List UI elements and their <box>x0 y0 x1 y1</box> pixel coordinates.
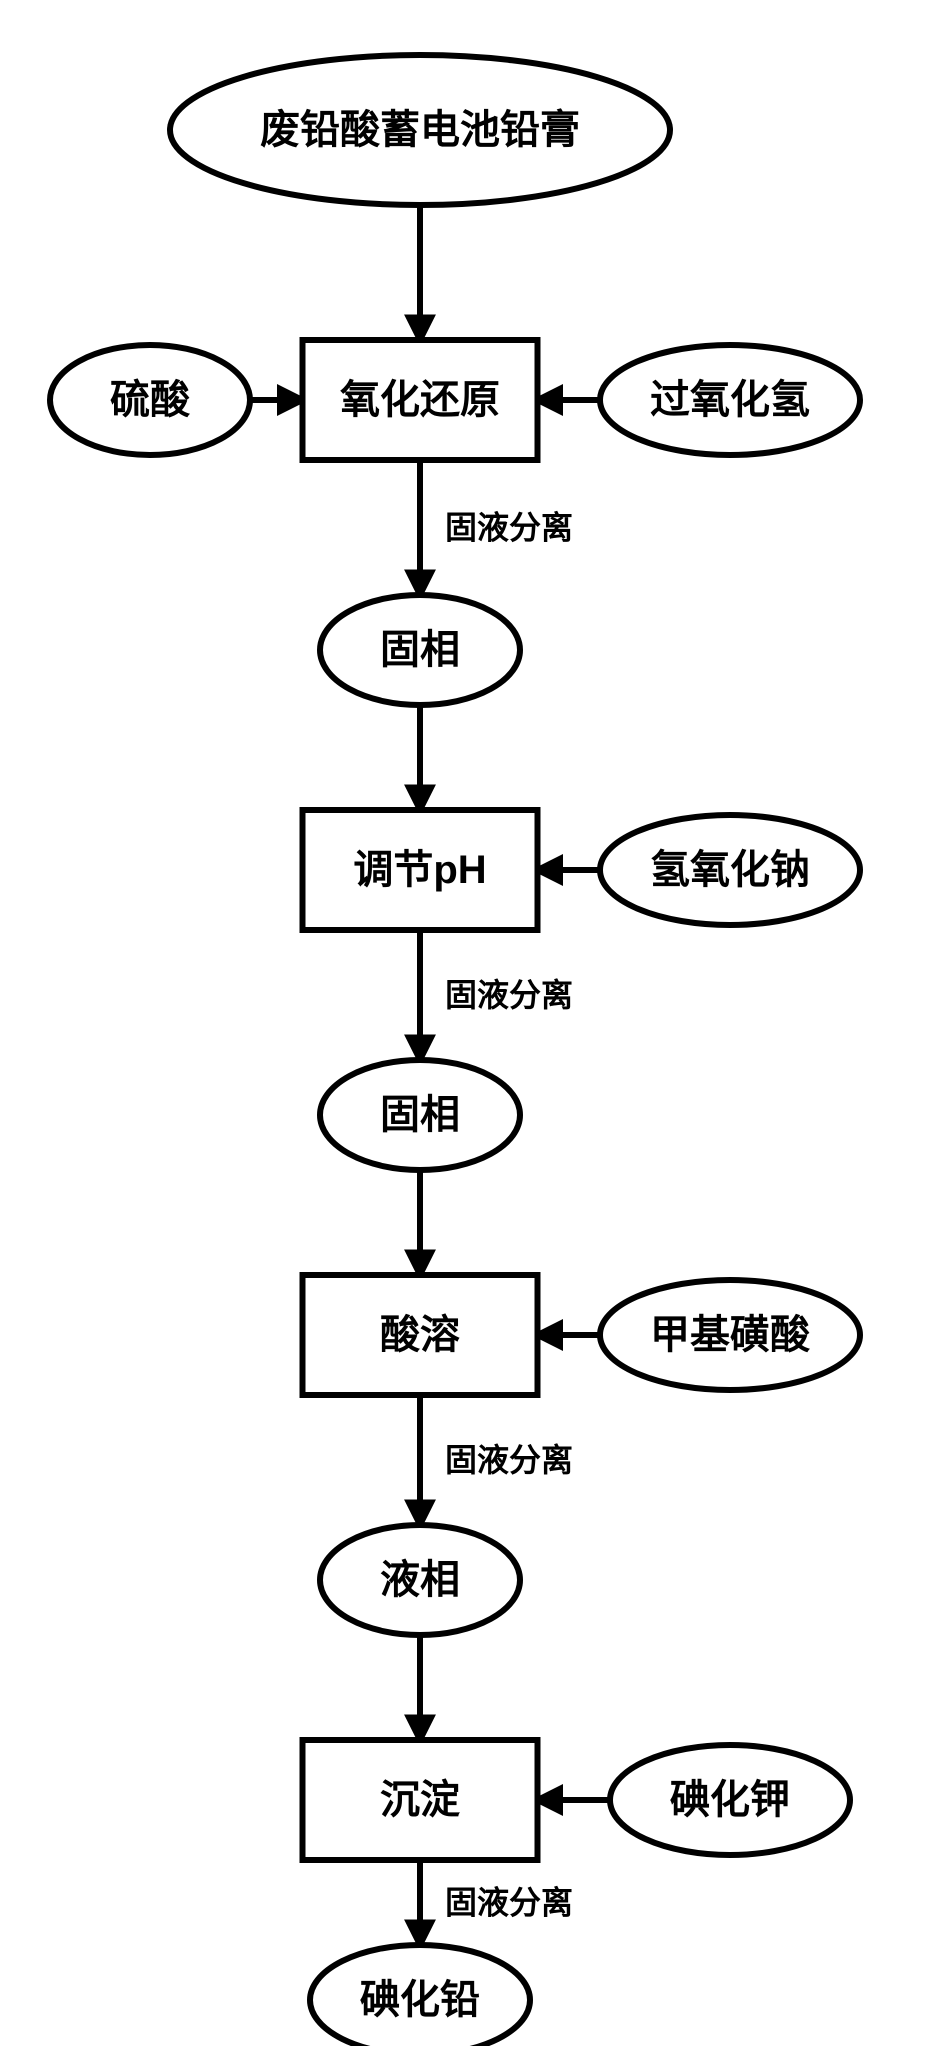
edge-label: 固液分离 <box>445 1442 573 1478</box>
node-label: 硫酸 <box>110 378 191 422</box>
node-label: 氧化还原 <box>340 378 500 422</box>
flowchart: 固液分离固液分离固液分离固液分离废铅酸蓄电池铅膏硫酸氧化还原过氧化氢固相调节pH… <box>0 0 947 2046</box>
node-label: 固相 <box>380 1093 460 1137</box>
edge-label: 固液分离 <box>445 977 573 1013</box>
material-node: 固相 <box>320 595 520 705</box>
material-node: 碘化铅 <box>310 1945 530 2046</box>
edge-label: 固液分离 <box>445 1885 573 1921</box>
node-label: 沉淀 <box>380 1778 460 1822</box>
process-node: 氧化还原 <box>303 340 538 460</box>
process-node: 沉淀 <box>303 1740 538 1860</box>
process-node: 调节pH <box>303 810 538 930</box>
process-node: 酸溶 <box>303 1275 538 1395</box>
material-node: 硫酸 <box>50 345 250 455</box>
material-node: 固相 <box>320 1060 520 1170</box>
nodes-layer: 废铅酸蓄电池铅膏硫酸氧化还原过氧化氢固相调节pH氢氧化钠固相酸溶甲基磺酸液相沉淀… <box>50 55 860 2046</box>
node-label: 甲基磺酸 <box>650 1313 811 1357</box>
node-label: 固相 <box>380 628 460 672</box>
node-label: 酸溶 <box>380 1313 460 1357</box>
material-node: 过氧化氢 <box>600 345 860 455</box>
node-label: 氢氧化钠 <box>650 848 810 892</box>
node-label: 碘化铅 <box>360 1978 480 2022</box>
material-node: 氢氧化钠 <box>600 815 860 925</box>
node-label: 调节pH <box>353 848 486 892</box>
material-node: 液相 <box>320 1525 520 1635</box>
edge-label: 固液分离 <box>445 510 573 546</box>
material-node: 甲基磺酸 <box>600 1280 860 1390</box>
node-label: 碘化钾 <box>670 1778 790 1822</box>
node-label: 过氧化氢 <box>650 378 810 422</box>
material-node: 废铅酸蓄电池铅膏 <box>170 55 670 205</box>
material-node: 碘化钾 <box>610 1745 850 1855</box>
node-label: 液相 <box>380 1558 460 1602</box>
node-label: 废铅酸蓄电池铅膏 <box>260 108 580 152</box>
